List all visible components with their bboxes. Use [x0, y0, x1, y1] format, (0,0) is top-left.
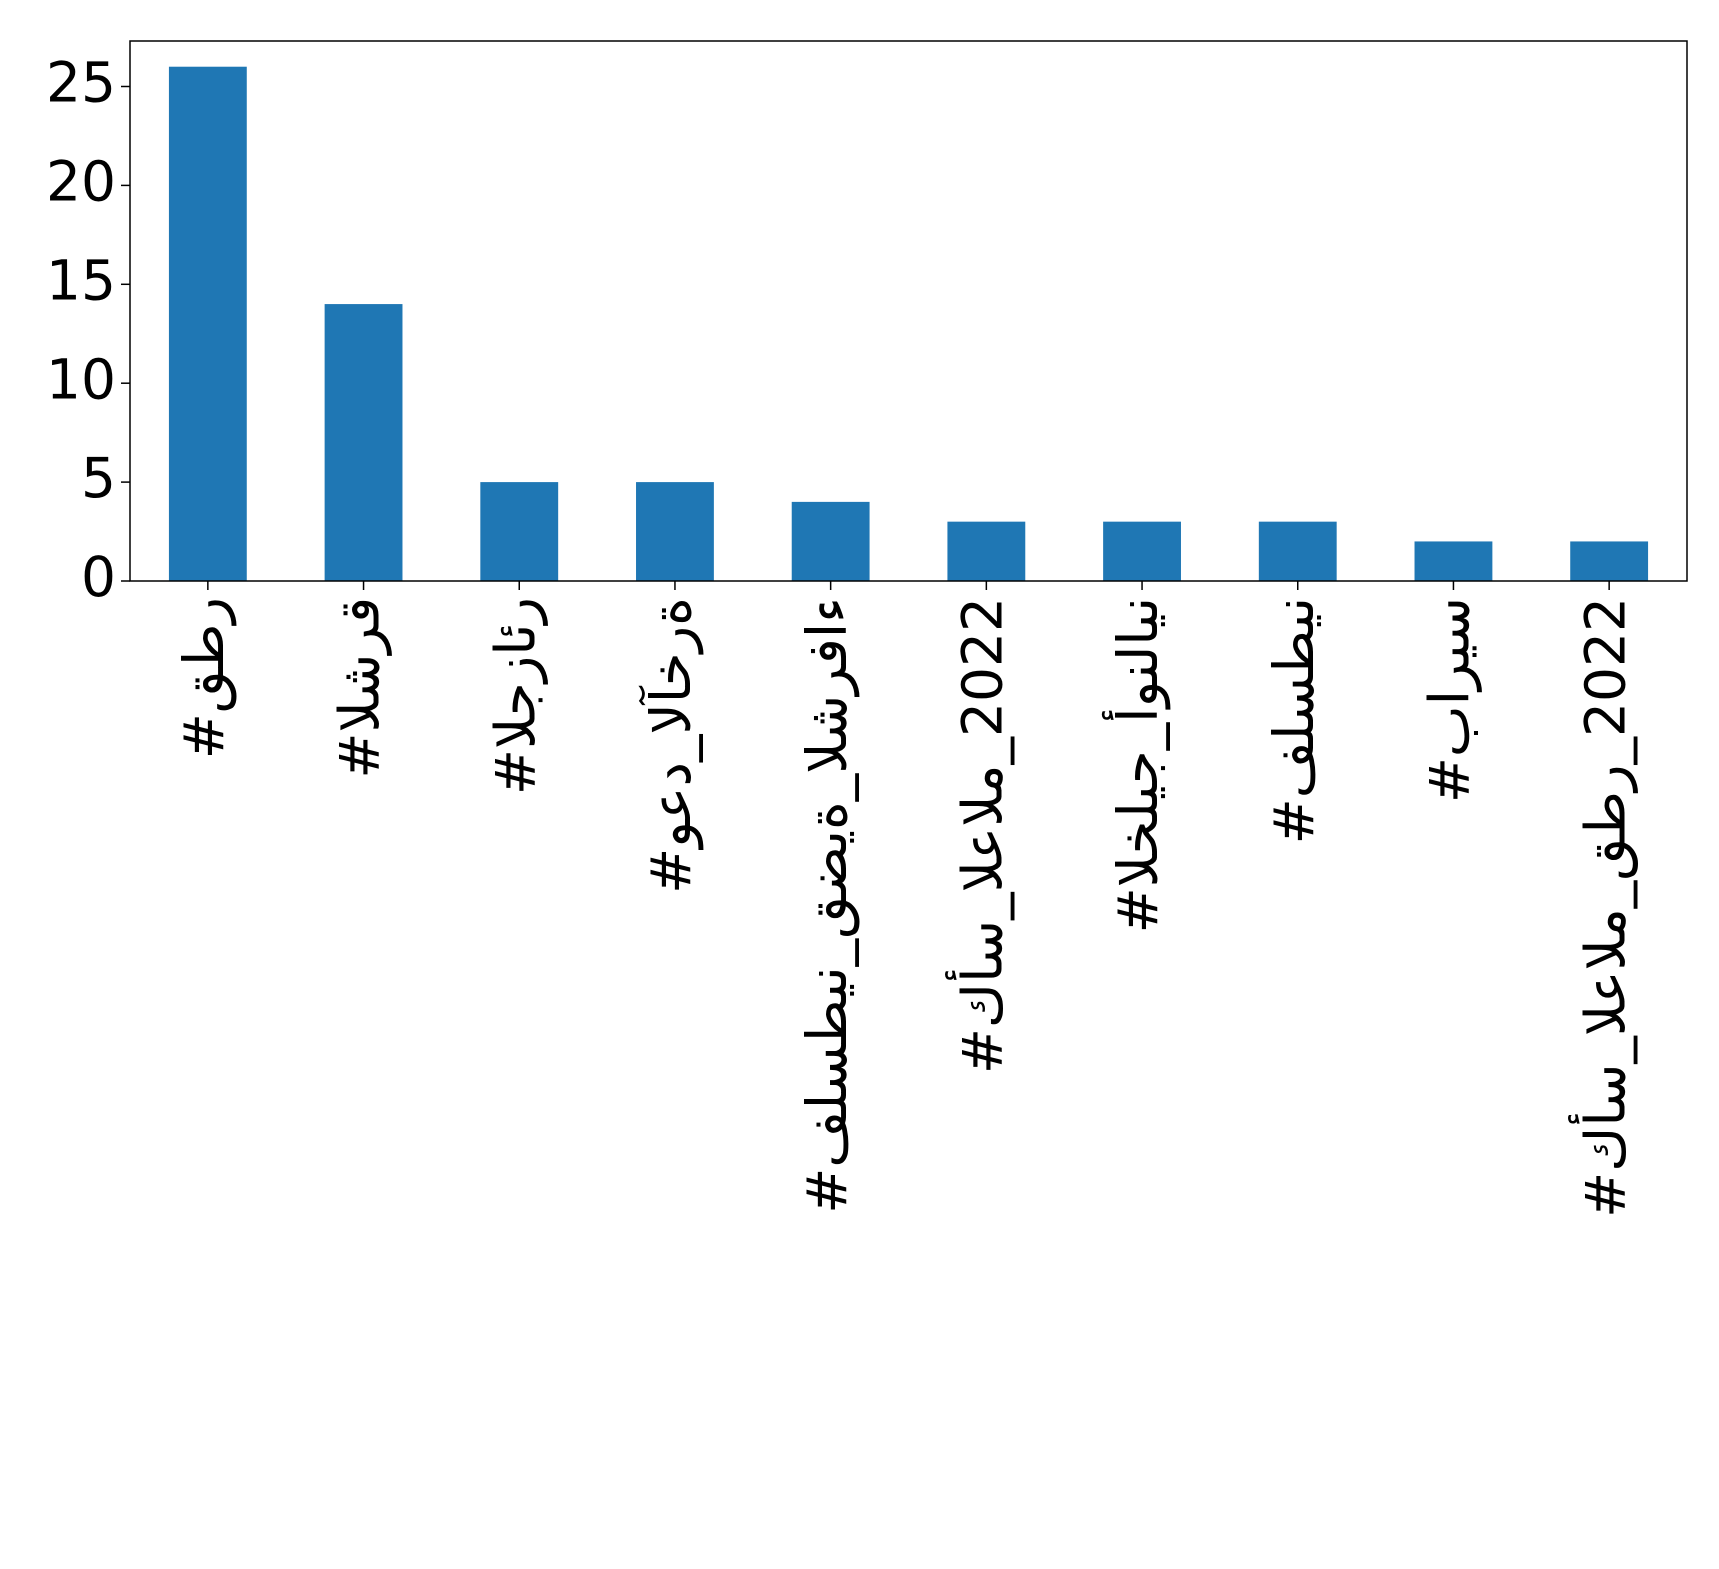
bar	[324, 304, 403, 581]
bar	[791, 501, 870, 581]
y-tick-label: 20	[46, 150, 116, 214]
x-tick-label: #وعد_الآخرة	[638, 597, 703, 894]
plot-frame	[129, 40, 1688, 582]
x-tick-label: #باريس	[1418, 597, 1482, 803]
bar	[947, 521, 1026, 581]
x-tick-label: #الشرق	[328, 597, 392, 779]
y-tick-label: 10	[46, 347, 116, 411]
bar	[1570, 541, 1649, 581]
bar	[480, 482, 559, 581]
x-tick-label: #فلسطين_قضية_الشرفاء	[795, 597, 860, 1214]
x-tick-label: #قطر	[172, 597, 237, 759]
x-tick-label: #الجزائر	[483, 597, 547, 795]
bar	[1103, 521, 1181, 581]
y-tick-label: 0	[81, 545, 116, 609]
x-tick-label: #كأس_العالم_2022	[944, 597, 1014, 1074]
y-tick-label: 15	[46, 248, 116, 312]
y-tick-label: 25	[46, 51, 116, 115]
bar	[1414, 541, 1493, 581]
bar	[636, 482, 714, 581]
x-tick-label: #كأس_العالم_قطر_2022	[1567, 597, 1638, 1218]
bar	[168, 66, 247, 581]
x-tick-label: #فلسطين	[1262, 597, 1326, 844]
y-tick-label: 5	[81, 446, 116, 510]
bar	[1258, 521, 1337, 581]
x-tick-label: #الخليج_أونلاين	[1102, 597, 1170, 933]
